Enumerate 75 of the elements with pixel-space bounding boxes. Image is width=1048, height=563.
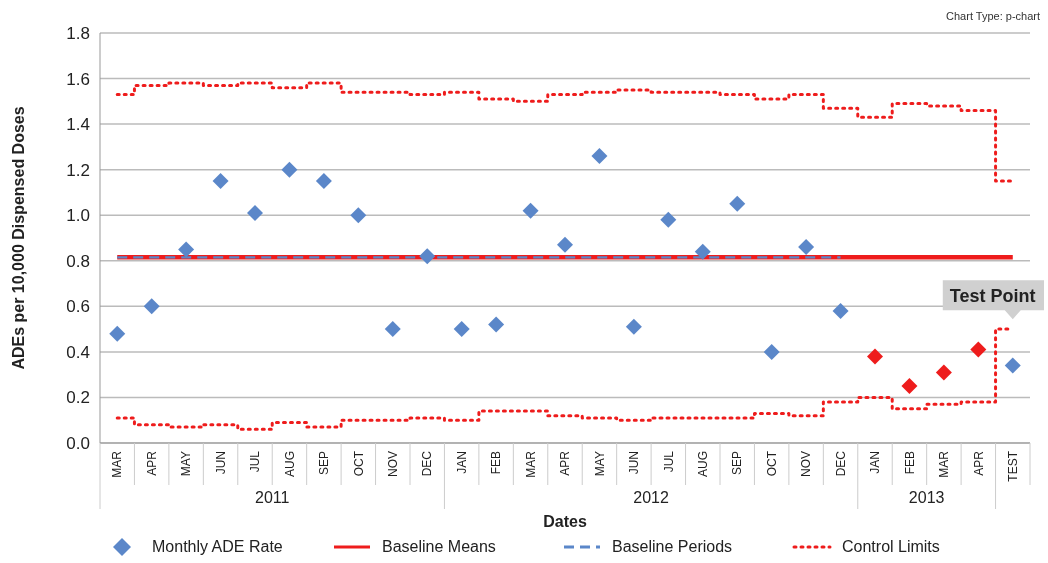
x-tick-label: FEB [489,451,504,475]
x-tick-label: MAR [110,450,125,478]
x-tick-label: OCT [351,450,366,477]
legend-label: Monthly ADE Rate [152,538,283,555]
point [935,364,952,381]
point [798,239,815,256]
x-tick-label: JUL [661,450,676,473]
x-tick-label: JUL [248,450,263,473]
point [281,161,298,178]
y-tick-label: 1.4 [66,115,90,135]
point [832,302,849,319]
x-tick-label: NOV [799,451,814,478]
y-tick-label: 0.0 [66,433,90,453]
y-tick-label: 0.8 [66,251,90,271]
x-tick-label: MAY [592,451,607,477]
x-tick-label: MAR [523,450,538,478]
y-axis-title: ADEs per 10,000 Dispensed Doses [10,106,27,370]
x-tick-label: NOV [385,451,400,478]
point [694,243,711,260]
y-tick-label: 1.8 [66,23,90,43]
point [763,343,780,360]
x-tick-label: TEST [1005,450,1020,482]
text: 2012 [633,489,670,506]
annotation: Test Point [949,286,1036,307]
point [384,321,401,338]
point [212,173,229,190]
text: Chart Type: p-chart [946,10,1040,22]
legend-label: Baseline Periods [612,538,733,555]
point [522,202,539,219]
point [660,211,677,228]
x-tick-label: AUG [282,451,297,478]
point [247,204,263,221]
point [625,318,642,335]
point [1004,357,1021,374]
y-tick-label: 1.0 [66,206,90,226]
x-tick-label: DEC [833,450,848,477]
y-tick-label: 1.2 [66,160,90,180]
point [488,316,505,333]
x-tick-label: JAN [868,451,883,474]
x-tick-label: JUN [213,451,228,475]
point [729,195,746,212]
point [591,148,608,164]
point [143,298,160,315]
point [178,241,195,258]
point [901,378,918,395]
x-tick-label: APR [971,450,986,476]
point [970,341,987,358]
x-tick-label: MAR [937,450,952,478]
text: 2013 [908,489,945,506]
x-tick-label: AUG [695,451,710,478]
point [419,248,436,265]
point [109,325,126,342]
x-tick-label: APR [144,450,159,476]
x-tick-label: DEC [420,450,435,477]
point [350,207,367,224]
x-axis-title: Dates [543,513,587,530]
legend-label: Baseline Means [382,538,496,555]
legend-label: Control Limits [842,538,940,555]
x-tick-label: FEB [902,451,917,475]
point [315,173,332,190]
x-tick-label: JUN [627,451,642,475]
point [867,348,883,365]
y-tick-label: 1.6 [66,69,90,89]
x-tick-label: OCT [764,450,779,477]
x-tick-label: APR [558,450,573,476]
point [453,321,470,338]
x-tick-label: SEP [730,451,745,476]
y-tick-label: 0.4 [66,342,90,362]
x-tick-label: MAY [179,451,194,477]
y-tick-label: 0.2 [66,388,90,408]
x-tick-label: SEP [317,451,332,476]
point [557,236,573,253]
x-tick-label: JAN [454,451,469,474]
text: 2011 [255,489,290,506]
y-tick-label: 0.6 [66,297,90,317]
